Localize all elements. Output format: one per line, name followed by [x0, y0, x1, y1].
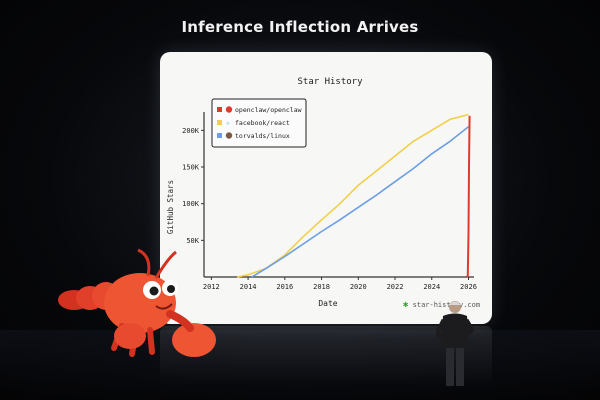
legend-label-react: facebook/react — [235, 119, 290, 127]
openclaw-avatar-icon — [225, 106, 233, 113]
mascot-pupil — [149, 286, 159, 296]
y-tick-label: 200K — [182, 127, 200, 135]
lobster-mascot-icon — [58, 248, 216, 357]
y-tick-label: 150K — [182, 164, 200, 172]
react-avatar-icon: ⚛ — [226, 120, 230, 127]
legend-swatch-linux — [217, 133, 222, 138]
series-line-openclaw — [466, 115, 471, 278]
linux-avatar-icon — [225, 132, 233, 139]
mascot-claw — [172, 323, 216, 357]
presenter-hair — [449, 301, 461, 305]
legend-item-openclaw: openclaw/openclaw — [217, 106, 302, 114]
headline: Inference Inflection Arrives — [181, 18, 419, 36]
presenter-jacket — [441, 313, 469, 348]
x-tick-label: 2024 — [423, 283, 440, 291]
x-tick-label: 2020 — [350, 283, 367, 291]
presenter-legs — [446, 348, 454, 386]
y-axis-label: GitHub Stars — [166, 180, 175, 234]
x-tick-label: 2022 — [387, 283, 404, 291]
legend-swatch-openclaw — [217, 107, 222, 112]
star-history-logo-icon: ✱ — [403, 300, 409, 310]
mascot-mouth — [155, 303, 173, 310]
presenter-figure — [436, 301, 474, 386]
y-tick-label: 50K — [186, 237, 199, 245]
legend-swatch-react — [217, 120, 222, 125]
mascot-antenna — [137, 248, 151, 277]
brand-text: star-history.com — [412, 301, 481, 309]
x-tick-label: 2014 — [240, 283, 257, 291]
brand-watermark: ✱ star-history.com — [403, 300, 480, 310]
chart-title: Star History — [297, 77, 363, 87]
presenter-legs — [456, 348, 464, 386]
series-line-linux — [251, 126, 469, 278]
legend-item-react: ⚛ facebook/react — [217, 119, 290, 127]
presenter-arm — [462, 318, 474, 338]
x-tick-label: 2018 — [313, 283, 330, 291]
legend-item-linux: torvalds/linux — [217, 132, 290, 140]
stage-floor — [0, 330, 600, 400]
mascot-claw — [114, 323, 146, 349]
x-tick-label: 2026 — [460, 283, 477, 291]
x-tick-label: 2012 — [203, 283, 220, 291]
mascot-arm — [166, 310, 194, 332]
mascot-leg — [147, 327, 155, 355]
legend: openclaw/openclaw ⚛ facebook/react torva… — [211, 98, 307, 148]
legend-label-linux: torvalds/linux — [235, 132, 290, 140]
mascot-antenna — [154, 250, 177, 279]
presenter-arm — [436, 318, 447, 341]
legend-box — [211, 98, 307, 148]
star-history-chart: Star History GitHub Stars Date 2012 2014 2… — [166, 77, 477, 308]
y-tick-label: 100K — [182, 200, 200, 208]
mascot-pupil — [167, 285, 175, 293]
x-tick-label: 2016 — [276, 283, 293, 291]
x-axis-label: Date — [318, 299, 337, 308]
presentation-screen: Star History GitHub Stars Date 2012 2014 2… — [160, 52, 492, 324]
legend-label-openclaw: openclaw/openclaw — [235, 106, 302, 114]
